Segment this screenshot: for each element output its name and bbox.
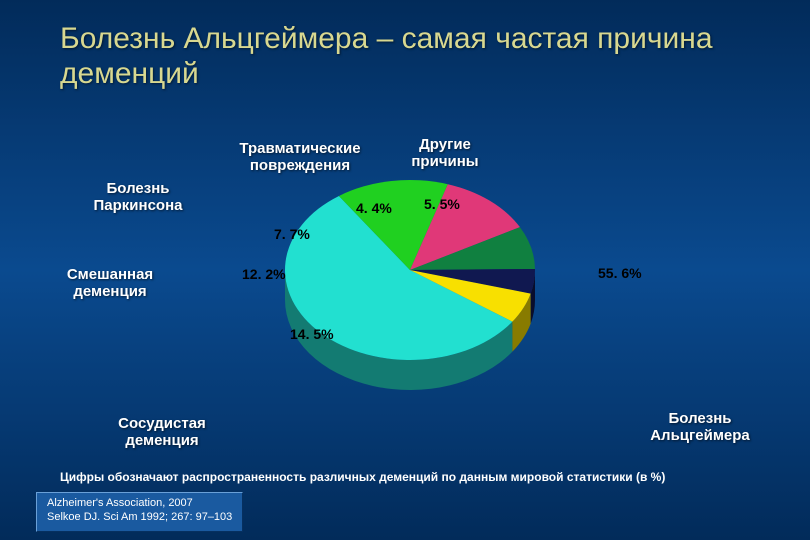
- value-vasc: 14. 5%: [290, 326, 334, 342]
- label-trauma: Травматические повреждения: [225, 140, 375, 175]
- value-alz: 55. 6%: [598, 265, 642, 281]
- value-trauma: 4. 4%: [356, 200, 392, 216]
- source-line-1: Alzheimer's Association, 2007: [47, 497, 232, 511]
- label-alz: Болезнь Альцгеймера: [640, 410, 760, 445]
- label-other: Другие причины: [400, 136, 490, 171]
- source-line-2: Selkoe DJ. Sci Am 1992; 267: 97–103: [47, 511, 232, 525]
- label-park: Болезнь Паркинсона: [88, 180, 188, 215]
- value-park: 7. 7%: [274, 226, 310, 242]
- value-other: 5. 5%: [424, 196, 460, 212]
- caption-text: Цифры обозначают распространенность разл…: [60, 470, 665, 484]
- label-vasc: Сосудистая деменция: [112, 415, 212, 450]
- source-box: Alzheimer's Association, 2007 Selkoe DJ.…: [36, 492, 243, 532]
- value-mixed: 12. 2%: [242, 266, 286, 282]
- label-mixed: Смешанная деменция: [60, 266, 160, 301]
- page-title: Болезнь Альцгеймера – самая частая причи…: [60, 22, 740, 91]
- pie-chart: [210, 140, 610, 440]
